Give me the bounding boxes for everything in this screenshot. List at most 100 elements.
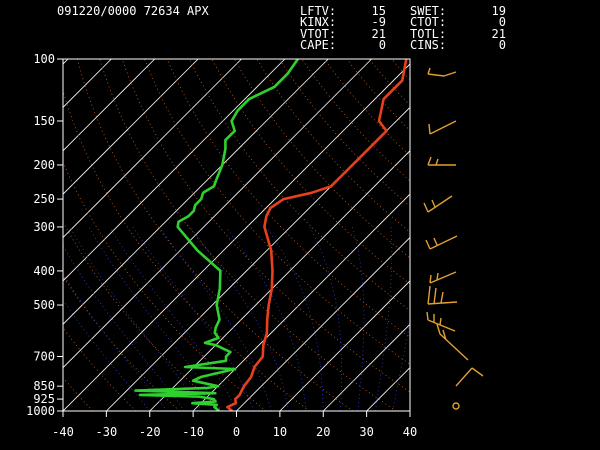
- temperature-axis: -40 -30 -20 -10 0 10 20 30 40: [52, 411, 417, 439]
- station-title: 091220/0000 72634 APX: [57, 4, 209, 18]
- temp-tick-label: -30: [96, 425, 118, 439]
- wind-barb: [427, 285, 458, 305]
- moist-adiabat-line: [63, 273, 168, 411]
- moist-adiabat-line: [392, 319, 410, 411]
- wind-barb: [428, 120, 457, 135]
- svg-text:KINX:: KINX:: [300, 15, 336, 29]
- isotherm-line: [192, 193, 410, 411]
- temp-tick-label: -20: [139, 425, 161, 439]
- temp-tick-label: -10: [182, 425, 204, 439]
- isotherm-line: [63, 59, 286, 282]
- wind-barb: [436, 323, 469, 361]
- dry-adiabat-line: [121, 59, 410, 393]
- dry-adiabat-line: [346, 59, 410, 131]
- moist-adiabat-line: [63, 299, 151, 411]
- svg-text:SWET:: SWET:: [410, 4, 446, 18]
- wind-barb: [429, 271, 457, 284]
- wind-barb: [455, 367, 484, 387]
- isotherm-line: [63, 63, 410, 411]
- svg-text:CTOT:: CTOT:: [410, 15, 446, 29]
- svg-text:TOTL:: TOTL:: [410, 27, 446, 41]
- temp-tick-label: 0: [233, 425, 240, 439]
- temp-tick-label: 30: [359, 425, 373, 439]
- temp-tick-label: 40: [403, 425, 417, 439]
- moist-adiabat-line: [109, 226, 237, 411]
- dry-adiabat-line: [99, 59, 397, 411]
- dry-adiabat-line: [391, 59, 410, 81]
- dry-adiabat-line: [166, 59, 410, 338]
- moist-adiabat-line: [63, 244, 185, 411]
- isotherm-line: [63, 59, 112, 108]
- isotherm-line: [63, 59, 329, 325]
- svg-text:VTOT:: VTOT:: [300, 27, 336, 41]
- pressure-tick-label: 200: [33, 158, 55, 172]
- dry-adiabat-line: [63, 275, 180, 411]
- isotherm-line: [236, 236, 410, 411]
- wind-barb: [425, 235, 458, 250]
- dry-adiabat-line: [481, 59, 600, 411]
- index-row-4: CAPE: 0 CINS: 0: [300, 38, 506, 52]
- wind-barb: [427, 67, 457, 77]
- index-row-3: VTOT: 21 TOTL: 21: [300, 27, 506, 41]
- svg-text:15: 15: [372, 4, 386, 18]
- pressure-tick-label: 850: [33, 379, 55, 393]
- isotherm-line: [106, 106, 410, 411]
- moist-adiabat-line: [374, 226, 393, 411]
- dry-adiabat-line: [76, 59, 354, 411]
- isotherm-line: [279, 280, 410, 411]
- dewpoint-trace: [134, 59, 299, 411]
- moist-adiabat-line: [132, 226, 255, 411]
- moist-adiabat-line: [88, 226, 220, 411]
- index-row-1: LFTV: 15 SWET: 19: [300, 4, 506, 18]
- dry-adiabat-line: [63, 161, 267, 411]
- pressure-tick-label: 400: [33, 264, 55, 278]
- pressure-tick-label: 925: [33, 392, 55, 406]
- svg-text:LFTV:: LFTV:: [300, 4, 336, 18]
- dry-adiabat-line: [437, 59, 600, 411]
- isotherm-line: [149, 150, 410, 411]
- isotherm-line: [63, 59, 242, 239]
- index-row-2: KINX: -9 CTOT: 0: [300, 15, 506, 29]
- pressure-tick-label: 1000: [26, 404, 55, 418]
- svg-text:-9: -9: [372, 15, 386, 29]
- pressure-tick-label: 700: [33, 349, 55, 363]
- pressure-tick-label: 500: [33, 298, 55, 312]
- wind-barb: [423, 195, 453, 213]
- pressure-tick-label: 300: [33, 220, 55, 234]
- svg-text:CINS:: CINS:: [410, 38, 446, 52]
- svg-text:CAPE:: CAPE:: [300, 38, 336, 52]
- svg-text:0: 0: [379, 38, 386, 52]
- isotherm-line: [322, 323, 410, 411]
- pressure-tick-label: 100: [33, 52, 55, 66]
- pressure-tick-label: 150: [33, 114, 55, 128]
- sounding-traces: [134, 59, 408, 411]
- moist-adiabat-line: [189, 226, 289, 411]
- dry-adiabat-line: [211, 59, 410, 285]
- dry-adiabat-line: [278, 59, 410, 207]
- moist-adiabat-line: [352, 226, 365, 411]
- svg-text:19: 19: [492, 4, 506, 18]
- background-reference-lines: [63, 59, 600, 411]
- dry-adiabat-line: [63, 89, 310, 411]
- svg-text:21: 21: [492, 27, 506, 41]
- temp-tick-label: 10: [273, 425, 287, 439]
- moist-adiabat-line: [409, 409, 410, 411]
- dry-adiabat-line: [256, 59, 410, 233]
- temp-tick-label: 20: [316, 425, 330, 439]
- moist-adiabat-line: [309, 226, 342, 411]
- dry-adiabat-line: [414, 59, 600, 411]
- isotherm-line: [63, 59, 199, 195]
- temperature-trace: [226, 59, 408, 411]
- pressure-tick-label: 250: [33, 192, 55, 206]
- wind-barbs: [423, 67, 484, 410]
- dry-adiabat-line: [301, 59, 410, 182]
- calm-wind-circle: [452, 402, 460, 410]
- dry-adiabat-line: [459, 59, 600, 411]
- temp-tick-label: -40: [52, 425, 74, 439]
- svg-text:21: 21: [372, 27, 386, 41]
- wind-barb: [427, 156, 456, 166]
- moist-adiabat-line: [225, 226, 307, 411]
